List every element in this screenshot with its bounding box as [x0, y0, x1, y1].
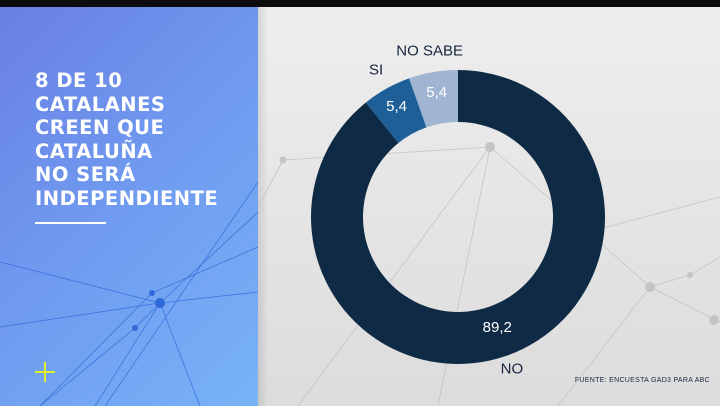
chart-panel: 5,4 5,4 89,2 NO SABE SI NO FUENTE: ENCUESTA G…	[258, 7, 720, 406]
headline-line: CATALANES	[35, 92, 166, 116]
category-label-si: SI	[369, 61, 383, 78]
data-label-no: 89,2	[483, 319, 512, 336]
headline-line: NO SERÁ	[35, 163, 136, 186]
network-graphic	[0, 181, 258, 406]
top-bar	[0, 0, 720, 7]
data-label-no-sabe: 5,4	[426, 84, 447, 101]
slice-si	[365, 78, 427, 144]
headline: 8 DE 10 CATALANES CREEN QUE CATALUÑA NO …	[35, 69, 250, 210]
slice-no-sabe	[409, 70, 458, 128]
donut-chart: 5,4 5,4 89,2 NO SABE SI NO	[311, 42, 605, 378]
headline-line: 8 DE 10	[35, 69, 123, 92]
category-label-no: NO	[501, 361, 523, 378]
headline-line: CREEN QUE	[35, 116, 165, 139]
headline-line: INDEPENDIENTE	[35, 186, 219, 210]
plus-icon	[35, 362, 55, 382]
headline-underline	[35, 222, 106, 224]
category-label-no-sabe: NO SABE	[396, 42, 463, 59]
slice-no	[311, 70, 605, 365]
source-caption: FUENTE: ENCUESTA GAD3 PARA ABC	[574, 377, 710, 384]
headline-panel: 8 DE 10 CATALANES CREEN QUE CATALUÑA NO …	[0, 7, 258, 406]
headline-line: CATALUÑA	[35, 139, 153, 163]
data-label-si: 5,4	[386, 98, 407, 115]
